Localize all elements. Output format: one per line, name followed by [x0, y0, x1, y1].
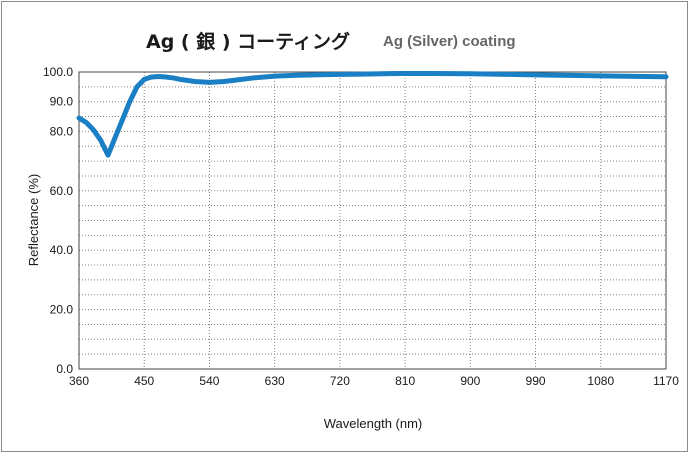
x-tick-label: 1080	[587, 374, 614, 388]
x-tick-label: 900	[460, 374, 480, 388]
x-tick-label: 720	[330, 374, 350, 388]
tick-labels: 360 450 540 630 720 810 900 990 1080 1170 0.0 20.0 4…	[43, 65, 679, 388]
y-tick-label: 40.0	[50, 243, 74, 257]
x-tick-label: 540	[199, 374, 219, 388]
series-layer	[76, 70, 669, 158]
chart-subtitle: Ag (Silver) coating	[383, 33, 516, 50]
y-tick-label: 60.0	[50, 184, 74, 198]
x-tick-label: 1170	[653, 374, 679, 388]
y-tick-label: 80.0	[50, 124, 74, 138]
x-tick-label: 450	[134, 374, 154, 388]
y-axis-label: Reflectance (%)	[26, 174, 41, 266]
x-tick-label: 990	[526, 374, 546, 388]
x-axis-label: Wavelength (nm)	[324, 416, 423, 431]
x-tick-label: 630	[265, 374, 285, 388]
chart-title: Ag ( 銀 ) コーティング	[146, 30, 350, 53]
x-tick-label: 360	[69, 374, 89, 388]
y-tick-label: 90.0	[50, 95, 74, 109]
y-tick-label: 0.0	[56, 362, 73, 376]
reflectance-series-line	[76, 70, 669, 158]
y-tick-label: 20.0	[50, 303, 74, 317]
grid-lines	[79, 72, 666, 369]
y-tick-label: 100.0	[43, 65, 73, 79]
x-tick-label: 810	[395, 374, 415, 388]
